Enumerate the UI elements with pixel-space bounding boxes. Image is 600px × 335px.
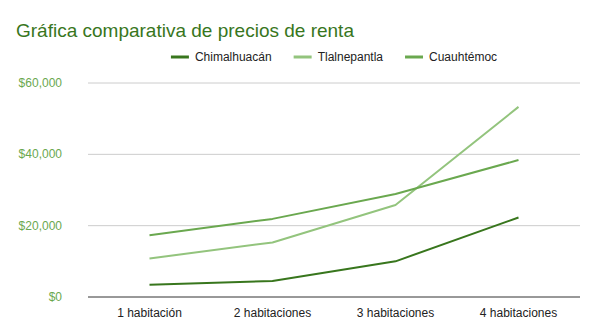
chart: Gráfica comparativa de precios de renta $… bbox=[0, 0, 600, 335]
series-line bbox=[150, 107, 519, 259]
x-tick-label: 1 habitación bbox=[117, 306, 182, 320]
legend: Chimalhuacán Tlalnepantla Cuauhtémoc bbox=[171, 50, 497, 64]
title: Gráfica comparativa de precios de renta bbox=[16, 20, 354, 41]
grid-line bbox=[88, 297, 580, 298]
grid-line bbox=[88, 225, 580, 226]
x-tick-label: 3 habitaciones bbox=[357, 306, 434, 320]
x-tick-label: 2 habitaciones bbox=[234, 306, 311, 320]
legend-swatch bbox=[171, 56, 189, 59]
y-tick-label: $20,000 bbox=[19, 219, 63, 233]
y-tick-label: $40,000 bbox=[19, 147, 63, 161]
plot-area bbox=[150, 107, 519, 285]
y-tick-label: $0 bbox=[49, 290, 63, 304]
legend-item: Cuauhtémoc bbox=[405, 50, 497, 64]
series-line bbox=[150, 160, 519, 235]
legend-swatch bbox=[294, 56, 312, 59]
x-tick-label: 4 habitaciones bbox=[480, 306, 557, 320]
legend-label: Cuauhtémoc bbox=[429, 50, 497, 64]
grid-line bbox=[88, 83, 580, 84]
y-tick-label: $60,000 bbox=[19, 76, 63, 90]
legend-swatch bbox=[405, 56, 423, 59]
legend-label: Tlalnepantla bbox=[318, 50, 384, 64]
legend-item: Chimalhuacán bbox=[171, 50, 272, 64]
legend-label: Chimalhuacán bbox=[195, 50, 272, 64]
legend-item: Tlalnepantla bbox=[294, 50, 384, 64]
grid-line bbox=[88, 154, 580, 155]
